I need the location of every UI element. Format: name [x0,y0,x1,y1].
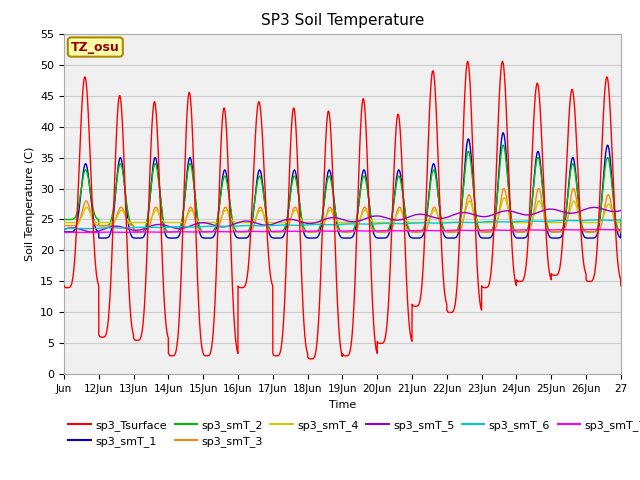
sp3_smT_6 [537,218,545,224]
sp3_smT_7 [495,228,503,233]
sp3_smT_7 [592,227,600,232]
sp3_Tsurface [537,121,545,127]
sp3_smT_2 [617,216,625,222]
sp3_smT_1 [393,172,401,178]
Line: sp3_smT_5: sp3_smT_5 [64,207,621,232]
Line: sp3_smT_6: sp3_smT_6 [64,220,621,229]
sp3_smT_7 [393,228,401,234]
sp3_smT_6 [175,224,183,229]
sp3_smT_7 [523,227,531,233]
sp3_smT_4 [65,220,73,226]
sp3_smT_5 [495,209,503,215]
sp3_smT_5 [176,226,184,231]
sp3_smT_4 [364,209,371,215]
sp3_smT_3 [134,229,142,235]
sp3_smT_3 [570,186,577,192]
sp3_Tsurface [175,312,183,317]
sp3_smT_2 [495,170,503,176]
sp3_smT_2 [175,227,183,232]
sp3_smT_5 [523,212,531,218]
sp3_smT_7 [60,229,68,235]
Line: sp3_smT_2: sp3_smT_2 [64,145,621,232]
sp3_smT_1 [273,235,281,241]
sp3_smT_4 [495,211,503,217]
sp3_smT_5 [590,204,598,210]
Line: sp3_smT_7: sp3_smT_7 [64,229,621,232]
sp3_Tsurface [617,283,625,288]
sp3_smT_7 [617,227,625,232]
sp3_smT_1 [523,233,531,239]
sp3_smT_5 [393,217,401,223]
sp3_smT_7 [176,229,184,235]
sp3_smT_4 [176,220,184,226]
sp3_smT_2 [523,228,531,233]
Line: sp3_smT_3: sp3_smT_3 [64,189,621,232]
sp3_smT_4 [523,220,531,226]
sp3_Tsurface [499,59,506,64]
sp3_smT_3 [495,208,503,214]
sp3_smT_2 [393,178,401,183]
sp3_smT_1 [175,232,183,238]
sp3_smT_2 [499,142,507,148]
sp3_smT_5 [364,215,371,221]
sp3_smT_5 [88,229,96,235]
X-axis label: Time: Time [329,400,356,409]
sp3_smT_4 [500,195,508,201]
sp3_smT_7 [364,228,371,234]
sp3_smT_6 [617,217,625,223]
sp3_smT_4 [537,201,545,207]
Line: sp3_Tsurface: sp3_Tsurface [64,61,621,359]
sp3_smT_2 [60,216,68,222]
sp3_smT_3 [176,229,184,235]
sp3_smT_1 [364,182,371,188]
sp3_smT_7 [85,229,93,235]
Text: TZ_osu: TZ_osu [71,40,120,54]
sp3_smT_5 [617,208,625,214]
sp3_smT_5 [60,227,68,232]
Line: sp3_smT_1: sp3_smT_1 [64,133,621,238]
sp3_smT_3 [617,223,625,228]
sp3_Tsurface [307,356,315,362]
sp3_smT_2 [273,229,281,235]
sp3_smT_6 [495,219,503,225]
sp3_smT_3 [60,223,68,228]
sp3_Tsurface [364,152,371,157]
sp3_Tsurface [393,116,401,121]
sp3_smT_1 [495,164,503,170]
sp3_smT_4 [60,220,68,226]
sp3_Tsurface [523,257,531,263]
sp3_smT_3 [393,209,401,215]
sp3_smT_6 [393,221,401,227]
sp3_smT_3 [537,192,545,198]
sp3_Tsurface [495,95,503,101]
sp3_smT_3 [523,229,531,235]
sp3_smT_5 [537,208,545,214]
sp3_smT_6 [60,226,68,232]
sp3_Tsurface [60,283,68,288]
sp3_smT_1 [60,229,68,235]
sp3_smT_2 [364,185,371,191]
sp3_smT_1 [617,229,625,235]
sp3_smT_3 [364,209,371,215]
sp3_smT_1 [499,130,507,136]
sp3_smT_2 [537,170,545,176]
sp3_smT_4 [617,220,625,226]
sp3_smT_6 [523,218,531,224]
sp3_smT_4 [393,211,401,216]
sp3_smT_7 [537,227,545,233]
Y-axis label: Soil Temperature (C): Soil Temperature (C) [24,147,35,261]
Title: SP3 Soil Temperature: SP3 Soil Temperature [260,13,424,28]
sp3_smT_1 [537,167,545,172]
sp3_smT_6 [363,221,371,227]
Line: sp3_smT_4: sp3_smT_4 [64,198,621,223]
Legend: sp3_Tsurface, sp3_smT_1, sp3_smT_2, sp3_smT_3, sp3_smT_4, sp3_smT_5, sp3_smT_6, : sp3_Tsurface, sp3_smT_1, sp3_smT_2, sp3_… [64,415,640,452]
